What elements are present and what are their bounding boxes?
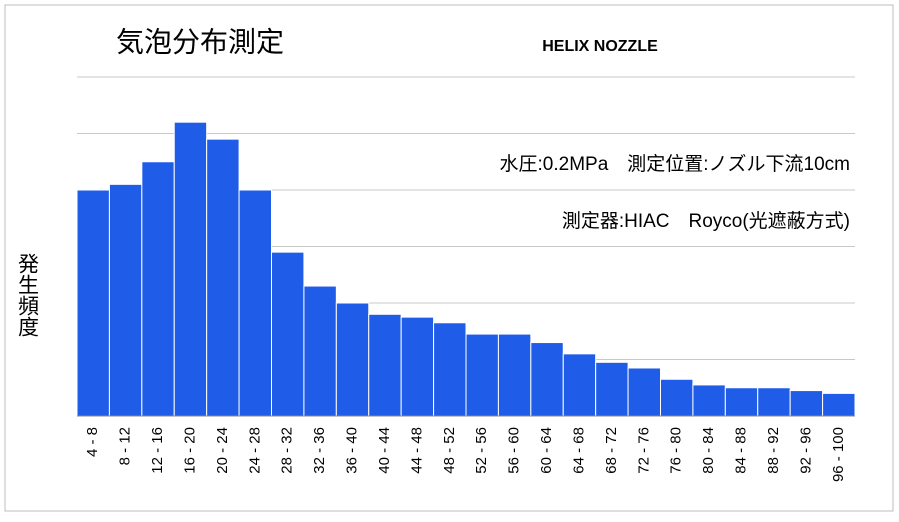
x-tick-label: 68 - 72 [603, 427, 620, 474]
x-tick-label: 36 - 40 [344, 427, 361, 474]
bar [433, 322, 467, 417]
y-axis-label: 発生頻度 [16, 253, 40, 337]
x-tick-label: 76 - 80 [668, 427, 685, 474]
x-tick-label: 24 - 28 [246, 427, 263, 474]
bar [757, 387, 791, 417]
bar [465, 333, 499, 417]
bar [303, 285, 337, 417]
bar [76, 189, 110, 417]
x-tick-label: 88 - 92 [765, 427, 782, 474]
x-tick-label: 92 - 96 [797, 427, 814, 474]
x-tick-label: 64 - 68 [570, 427, 587, 474]
bar [238, 189, 272, 417]
bar [141, 161, 175, 417]
x-tick-label: 60 - 64 [538, 427, 555, 474]
bar [660, 378, 694, 417]
chart-subtitle: HELIX NOZZLE [542, 38, 658, 55]
x-tick-label: 96 - 100 [830, 427, 847, 482]
annotation: 測定器:HIAC Royco(光遮蔽方式) [562, 210, 850, 232]
bar [562, 353, 597, 417]
bar [530, 342, 564, 417]
bar [108, 183, 143, 417]
x-tick-label: 56 - 60 [506, 427, 523, 474]
x-tick-label: 52 - 56 [473, 427, 490, 474]
bar [400, 316, 435, 417]
bar [822, 392, 856, 417]
x-tick-label: 32 - 36 [311, 427, 328, 474]
x-tick-label: 20 - 24 [214, 427, 231, 474]
bar [789, 390, 824, 417]
x-tick-label: 8 - 12 [117, 427, 134, 465]
x-tick-label: 44 - 48 [408, 427, 425, 474]
x-tick-label: 80 - 84 [700, 427, 717, 474]
bar [497, 333, 532, 417]
x-tick-label: 48 - 52 [441, 427, 458, 474]
bar [173, 121, 208, 417]
x-tick-label: 72 - 76 [635, 427, 652, 474]
x-tick-label: 40 - 44 [376, 427, 393, 474]
bar [271, 251, 305, 417]
x-tick-label: 16 - 20 [181, 427, 198, 474]
chart-title: 気泡分布測定 [116, 26, 284, 57]
bar [692, 384, 726, 417]
x-tick-label: 28 - 32 [279, 427, 296, 474]
bar [206, 138, 240, 417]
bar [368, 313, 402, 417]
bar [335, 302, 370, 417]
annotation: 水圧:0.2MPa 測定位置:ノズル下流10cm [500, 153, 851, 175]
bar [627, 367, 661, 417]
x-tick-label: 4 - 8 [84, 427, 101, 457]
x-tick-label: 12 - 16 [149, 427, 166, 474]
bar [724, 387, 759, 417]
x-tick-label: 84 - 88 [733, 427, 750, 474]
bar [595, 361, 629, 417]
